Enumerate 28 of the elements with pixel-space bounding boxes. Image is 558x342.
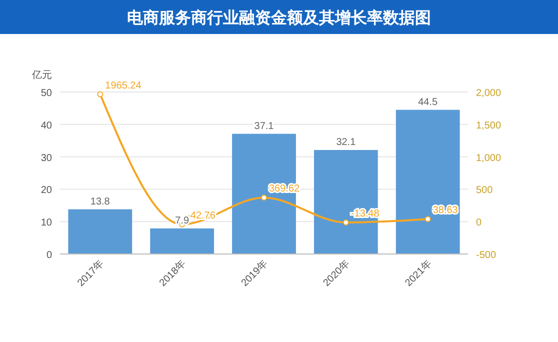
data-label: 32.1 — [336, 136, 356, 148]
chart-title: 电商服务商行业融资金额及其增长率数据图 — [127, 8, 431, 27]
y-tick-label: 30 — [40, 152, 52, 164]
data-label: 38.63 — [432, 205, 458, 216]
y-tick-label: 10 — [40, 218, 52, 229]
y-tick-label: 20 — [40, 185, 52, 196]
data-label: 44.5 — [418, 96, 438, 108]
point — [342, 219, 349, 226]
y2-tick-label: 0 — [476, 218, 482, 229]
bar — [68, 209, 132, 254]
y2-tick-label: 1,500 — [476, 120, 502, 132]
point — [97, 91, 104, 98]
y2-tick-label: -500 — [476, 250, 496, 261]
y2-tick-label: 2,000 — [476, 88, 502, 99]
point — [424, 216, 431, 222]
data-label: 1965.24 — [105, 80, 142, 92]
y-tick-label: 40 — [40, 120, 52, 132]
y2-tick-label: 500 — [476, 185, 494, 196]
y-tick-label: 50 — [40, 88, 52, 99]
y-axis-title: 亿元 — [31, 70, 52, 81]
bar — [150, 228, 214, 254]
bar — [314, 150, 378, 254]
y-tick-label: 0 — [46, 250, 52, 261]
data-label: 37.1 — [254, 120, 274, 132]
bar — [396, 110, 460, 254]
data-label: 13.8 — [90, 196, 110, 208]
y2-tick-label: 1,000 — [476, 152, 502, 164]
point — [261, 194, 267, 201]
